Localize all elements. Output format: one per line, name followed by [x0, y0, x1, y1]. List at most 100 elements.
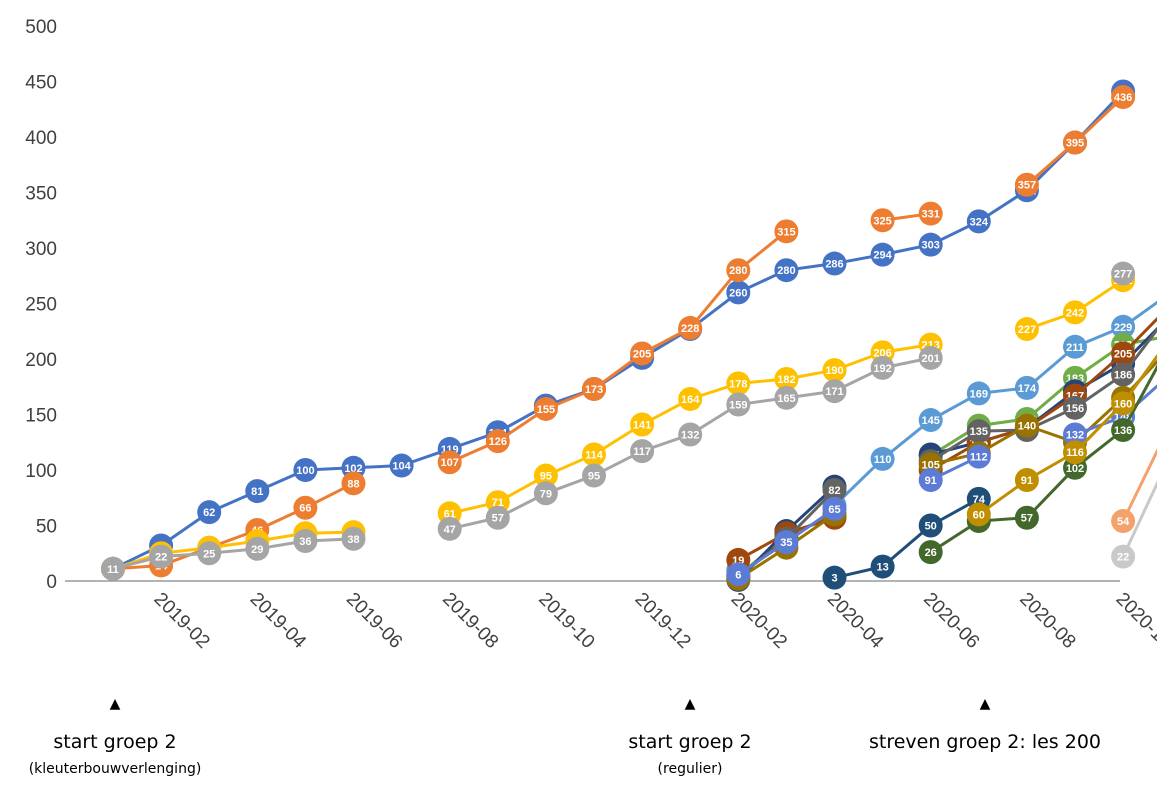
data-point	[678, 386, 703, 411]
data-point	[630, 439, 655, 464]
data-point	[822, 477, 847, 502]
data-label: 104	[392, 461, 411, 473]
data-label: 6	[735, 569, 741, 581]
data-label: 65	[828, 504, 840, 516]
data-point	[1111, 261, 1136, 286]
x-tick-label: 2020-08	[1015, 589, 1079, 653]
data-label: 3	[831, 573, 837, 585]
data-point	[774, 385, 799, 410]
x-tick-label: 2020-04	[823, 589, 887, 653]
data-label: 190	[825, 365, 843, 377]
data-point	[870, 446, 895, 471]
data-point	[1111, 362, 1136, 387]
data-point	[678, 422, 703, 447]
data-label: 205	[633, 348, 651, 360]
data-point	[245, 536, 270, 561]
data-point	[533, 481, 558, 506]
data-label: 160	[1114, 398, 1132, 410]
data-label: 82	[828, 485, 840, 497]
data-point	[1014, 375, 1039, 400]
triangle-marker-icon: ▲	[684, 696, 696, 712]
x-axis-ticks: 2019-02 2019-04 2019-06 2019-08 2019-10 2019-…	[150, 589, 1157, 653]
data-point	[197, 541, 222, 566]
data-point	[293, 495, 318, 520]
data-label: 88	[347, 478, 359, 490]
data-label: 91	[1021, 475, 1033, 487]
data-label: 114	[585, 449, 604, 461]
y-tick-label: 200	[25, 350, 57, 371]
data-label: 192	[873, 363, 891, 375]
series-3: 11 22 25 29 36 38 47 57 79 95 117 132 159 165 171 192 20…	[101, 261, 1136, 581]
data-label: 36	[299, 536, 311, 548]
data-label: 107	[441, 457, 459, 469]
annotation-label: start groep 2	[53, 731, 177, 753]
data-point	[918, 467, 943, 492]
data-label: 145	[922, 415, 940, 427]
data-point	[630, 341, 655, 366]
data-label: 95	[588, 471, 600, 483]
data-label: 60	[973, 509, 985, 521]
data-point	[1014, 172, 1039, 197]
data-label: 54	[1117, 516, 1130, 528]
annotation-sublabel: (regulier)	[657, 761, 723, 777]
data-label: 26	[925, 547, 937, 559]
data-label: 102	[1066, 463, 1084, 475]
data-point	[1063, 440, 1087, 465]
data-label: 140	[1018, 421, 1036, 433]
data-label: 100	[296, 465, 314, 477]
data-point	[293, 529, 318, 554]
data-point	[726, 562, 751, 587]
x-tick-label: 2020-06	[919, 589, 983, 653]
data-point	[101, 556, 125, 581]
data-point	[966, 209, 991, 234]
y-tick-label: 500	[25, 17, 57, 38]
data-label: 47	[444, 524, 456, 536]
annotation-label: streven groep 2: les 200	[868, 731, 1102, 753]
data-label: 95	[540, 471, 552, 483]
series-line	[1121, 480, 1157, 558]
annotation-sublabel: (kleuterbouwverlenging)	[28, 761, 202, 777]
data-point	[966, 502, 991, 527]
data-label: 357	[1018, 180, 1036, 192]
data-label: 156	[1066, 403, 1084, 415]
data-point	[822, 379, 847, 404]
data-point	[1063, 395, 1087, 420]
data-label: 277	[1114, 269, 1132, 281]
data-point	[197, 500, 222, 525]
data-label: 112	[970, 452, 988, 464]
data-point	[822, 496, 847, 521]
data-point	[1111, 391, 1136, 416]
x-tick-label: 2019-08	[438, 589, 502, 653]
data-label: 29	[251, 544, 263, 556]
data-point	[726, 371, 751, 396]
data-point	[966, 419, 991, 444]
data-label: 169	[970, 388, 988, 400]
data-point	[1014, 505, 1039, 530]
data-point	[630, 412, 655, 437]
data-label: 206	[873, 347, 891, 359]
data-label: 205	[1114, 348, 1132, 360]
data-label: 280	[729, 265, 747, 277]
data-label: 13	[876, 562, 888, 574]
x-tick-label: 2020-02	[727, 589, 791, 653]
data-label: 11	[107, 564, 119, 576]
series-14: 54143	[1111, 448, 1157, 534]
data-point	[1063, 334, 1087, 359]
data-point	[774, 219, 799, 244]
data-point	[341, 526, 366, 551]
data-point	[726, 280, 751, 305]
data-label: 102	[344, 463, 362, 475]
data-label: 141	[633, 419, 651, 431]
data-point	[918, 540, 943, 565]
data-label: 105	[922, 459, 940, 471]
series-layer: 1132628110010210411913415817320122726028…	[101, 79, 1157, 592]
data-label: 280	[777, 265, 795, 277]
data-point	[293, 458, 318, 482]
data-point	[485, 429, 510, 454]
y-tick-label: 400	[25, 128, 57, 149]
x-tick-label: 2019-04	[246, 589, 310, 653]
series-line	[112, 90, 1125, 571]
data-label: 135	[970, 426, 988, 438]
y-tick-label: 300	[25, 239, 57, 260]
data-point	[870, 208, 895, 233]
